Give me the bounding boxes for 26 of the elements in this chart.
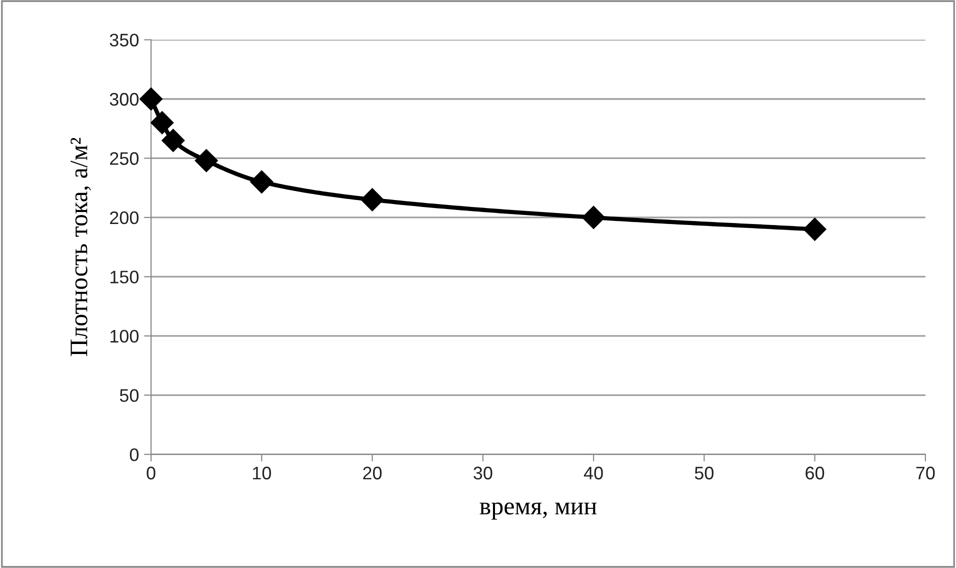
point	[250, 170, 274, 194]
point	[194, 149, 218, 172]
y-tick-label: 150	[110, 270, 139, 284]
point	[162, 128, 185, 152]
y-tick-label: 0	[130, 448, 139, 462]
x-axis-title: время, мин	[480, 502, 597, 520]
x-tick-label: 50	[694, 466, 714, 480]
point	[150, 111, 174, 134]
point	[582, 206, 606, 229]
y-axis-title: Плотность тока, а/м²	[70, 138, 91, 356]
y-tick-label: 300	[110, 92, 139, 106]
y-tick-label: 200	[110, 211, 139, 224]
y-tick-label: 350	[110, 34, 139, 46]
point	[360, 188, 384, 212]
point	[140, 87, 163, 110]
x-tick-label: 40	[584, 466, 603, 480]
x-tick-label: 70	[916, 466, 935, 480]
point	[803, 218, 826, 241]
x-tick-label: 60	[806, 466, 824, 480]
y-tick-label: 250	[110, 152, 139, 165]
x-tick-label: 10	[253, 466, 272, 480]
x-tick-label: 20	[363, 466, 382, 480]
x-tick-label: 0	[146, 466, 156, 480]
y-tick-label: 50	[120, 389, 139, 402]
y-tick-label: 100	[110, 330, 139, 343]
x-tick-label: 30	[474, 466, 492, 480]
